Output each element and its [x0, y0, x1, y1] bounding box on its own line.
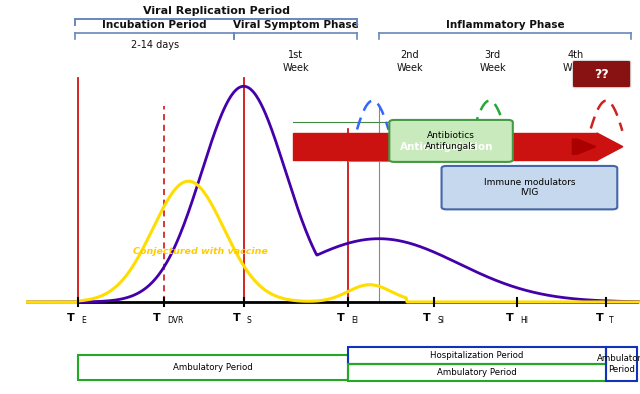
Text: T: T	[609, 316, 614, 325]
Text: Viral Symptom Phase: Viral Symptom Phase	[233, 20, 359, 30]
Text: T: T	[595, 314, 603, 323]
FancyBboxPatch shape	[442, 166, 617, 209]
Bar	[78, 355, 348, 380]
Text: Ambulatory Period: Ambulatory Period	[437, 368, 517, 377]
FancyArrow shape	[572, 139, 596, 154]
Text: T: T	[233, 314, 241, 323]
Text: ??: ??	[594, 67, 609, 80]
Text: T: T	[153, 314, 161, 323]
Text: 2nd
Week: 2nd Week	[396, 50, 423, 73]
Bar	[293, 133, 597, 160]
Text: Incubation Period: Incubation Period	[102, 20, 207, 30]
FancyBboxPatch shape	[389, 120, 513, 162]
Text: 2-14 days: 2-14 days	[131, 40, 179, 50]
Text: Ambulatory Period: Ambulatory Period	[173, 363, 253, 372]
Text: E: E	[81, 316, 86, 325]
Text: T: T	[67, 314, 75, 323]
Text: Antibiotics
Antifungals: Antibiotics Antifungals	[426, 131, 477, 151]
Text: 4th
Week: 4th Week	[562, 50, 589, 73]
Bar	[348, 364, 606, 381]
Text: DVR: DVR	[167, 316, 183, 325]
Text: Conjectured with vaccine: Conjectured with vaccine	[133, 247, 268, 256]
Text: SI: SI	[437, 316, 444, 325]
Text: EI: EI	[351, 316, 358, 325]
Text: Viral Replication Period: Viral Replication Period	[143, 6, 289, 16]
Text: Hospitalization Period: Hospitalization Period	[431, 351, 524, 360]
Text: T: T	[506, 314, 514, 323]
Text: Ambulatory
Period: Ambulatory Period	[596, 354, 640, 374]
Text: S: S	[247, 316, 252, 325]
Bar	[348, 347, 606, 364]
Text: 1st
Week: 1st Week	[283, 50, 309, 73]
Text: Immune modulators
IVIG: Immune modulators IVIG	[484, 178, 575, 197]
Text: T: T	[423, 314, 431, 323]
Text: HI: HI	[520, 316, 528, 325]
FancyArrow shape	[597, 133, 623, 160]
Text: Anticoagulation: Anticoagulation	[400, 142, 493, 152]
FancyBboxPatch shape	[572, 60, 631, 88]
Text: T: T	[337, 314, 345, 323]
Bar	[606, 347, 637, 381]
Text: 3rd
Week: 3rd Week	[479, 50, 506, 73]
Text: Inflammatory Phase: Inflammatory Phase	[445, 20, 564, 30]
